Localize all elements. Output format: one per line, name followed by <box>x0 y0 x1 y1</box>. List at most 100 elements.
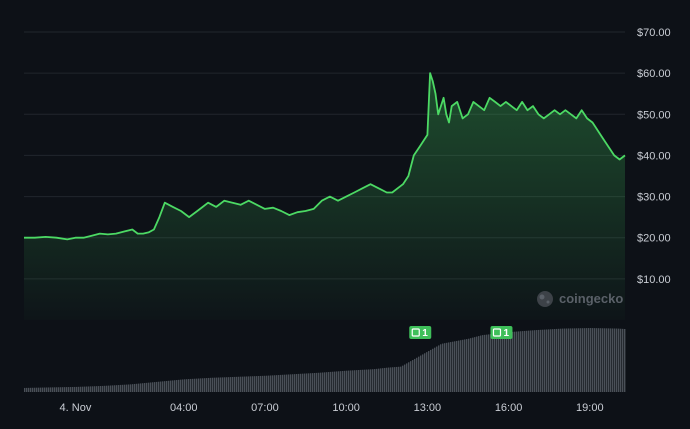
volume-bar <box>352 370 354 392</box>
volume-bar <box>408 362 410 392</box>
volume-bar <box>496 333 498 392</box>
volume-bar <box>182 379 184 392</box>
volume-bar <box>130 384 132 392</box>
volume-bar <box>334 371 336 392</box>
volume-bar <box>56 387 58 392</box>
volume-bar <box>528 330 530 392</box>
volume-bar <box>254 376 256 392</box>
volume-bar <box>446 342 448 392</box>
volume-bar <box>400 366 402 392</box>
y-tick-label: $70.00 <box>637 27 671 39</box>
volume-bar <box>166 380 168 392</box>
volume-bar <box>258 376 260 392</box>
volume-bar <box>174 380 176 392</box>
volume-bar <box>250 376 252 392</box>
volume-bar <box>394 367 396 392</box>
volume-bar <box>450 342 452 392</box>
volume-bar <box>458 340 460 392</box>
volume-bar <box>470 338 472 392</box>
volume-bar <box>464 339 466 392</box>
volume-bar <box>134 383 136 392</box>
volume-bar <box>454 341 456 392</box>
volume-bar <box>512 331 514 392</box>
volume-bar <box>518 331 520 392</box>
volume-bar <box>580 328 582 392</box>
volume-bar <box>576 328 578 392</box>
y-axis: $70.00 $60.00 $50.00 $40.00 $30.00 $20.00 $10.… <box>637 27 671 286</box>
volume-bar <box>562 328 564 392</box>
event-marker[interactable]: 1 <box>490 326 513 339</box>
volume-bar <box>294 374 296 392</box>
volume-bar <box>172 380 174 392</box>
coingecko-watermark: coingecko <box>537 291 623 307</box>
volume-bar <box>358 370 360 392</box>
volume-bar <box>128 384 130 392</box>
volume-bar <box>218 377 220 392</box>
volume-bar <box>508 332 510 392</box>
volume-bar <box>94 386 96 392</box>
volume-bar <box>284 374 286 392</box>
x-tick-label: 4. Nov <box>60 402 92 414</box>
watermark-text: coingecko <box>559 291 623 306</box>
x-tick-label: 10:00 <box>332 402 360 414</box>
volume-bar <box>344 370 346 392</box>
volume-bar <box>126 384 128 392</box>
x-tick-label: 04:00 <box>170 402 198 414</box>
volume-bar <box>50 387 52 392</box>
volume-bar <box>500 333 502 392</box>
volume-bar <box>296 374 298 392</box>
volume-bar <box>330 371 332 392</box>
volume-bar <box>280 374 282 392</box>
volume-bar <box>578 328 580 392</box>
volume-bar <box>550 329 552 392</box>
volume-bar <box>90 386 92 392</box>
event-marker[interactable]: 1 <box>409 326 432 339</box>
x-tick-label: 07:00 <box>251 402 279 414</box>
volume-bar <box>476 336 478 392</box>
volume-bar <box>188 379 190 392</box>
volume-bar <box>378 368 380 392</box>
volume-bar <box>54 387 56 392</box>
volume-bar <box>290 374 292 392</box>
volume-bar <box>190 378 192 392</box>
volume-bar <box>514 331 516 392</box>
volume-bar <box>114 385 116 392</box>
volume-bar <box>448 342 450 392</box>
volume-bar <box>488 334 490 392</box>
volume-bar <box>180 379 182 392</box>
volume-bar <box>78 386 80 392</box>
volume-bar <box>194 378 196 392</box>
volume-bar <box>62 387 64 392</box>
volume-bar <box>526 330 528 392</box>
volume-bar <box>72 386 74 392</box>
volume-bar <box>146 382 148 392</box>
volume-bar <box>572 328 574 392</box>
volume-bar <box>268 375 270 392</box>
price-area-fill <box>24 73 625 320</box>
volume-bar <box>46 387 48 392</box>
volume-bar <box>522 331 524 392</box>
volume-bar <box>362 369 364 392</box>
volume-bar <box>224 377 226 392</box>
volume-bar <box>252 376 254 392</box>
volume-bar <box>80 386 82 392</box>
price-area <box>24 73 625 320</box>
volume-bar <box>324 372 326 392</box>
volume-bar <box>438 345 440 392</box>
volume-bar <box>282 374 284 392</box>
volume-bar <box>592 328 594 392</box>
volume-bar <box>376 368 378 392</box>
volume-bar <box>142 383 144 392</box>
volume-bar <box>474 337 476 392</box>
volume-bar <box>520 331 522 392</box>
volume-bar <box>612 328 614 392</box>
volume-bar <box>510 331 512 392</box>
x-tick-label: 16:00 <box>495 402 523 414</box>
volume-bar <box>310 373 312 392</box>
volume-bar <box>58 387 60 392</box>
volume-bar <box>320 372 322 392</box>
volume-bar <box>412 360 414 392</box>
volume-bar <box>88 386 90 392</box>
volume-bar <box>588 328 590 392</box>
